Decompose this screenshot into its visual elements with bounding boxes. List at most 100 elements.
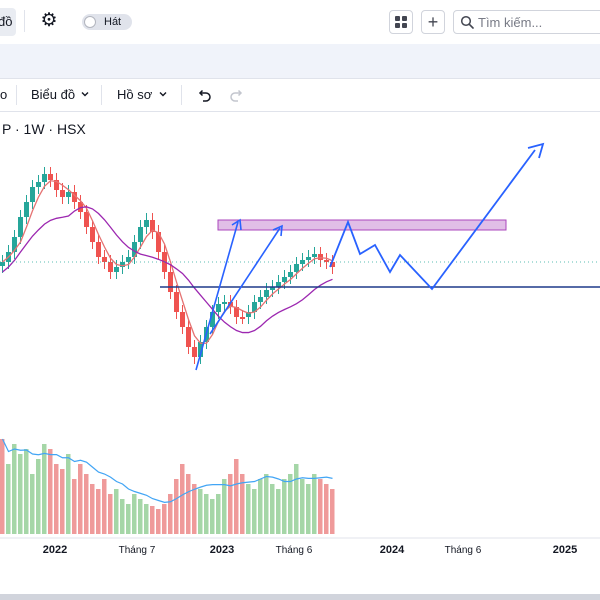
undo-icon[interactable] <box>195 86 213 104</box>
search-box[interactable] <box>453 10 600 34</box>
toolbar-item-partial[interactable]: o <box>0 87 8 102</box>
volume-bar <box>294 464 299 534</box>
volume-bar <box>36 459 41 534</box>
volume-bar <box>300 479 305 534</box>
candle-body <box>84 212 89 227</box>
candle-body <box>210 312 215 327</box>
candle-body <box>78 202 83 212</box>
candle-body <box>18 217 23 237</box>
volume-bar <box>318 479 323 534</box>
candle-body <box>270 287 275 290</box>
ma-slow-line <box>2 206 333 334</box>
price-chart[interactable]: P · 1W · HSX 2022 Tháng 7 2023 Tháng 6 2024 T… <box>0 112 600 568</box>
volume-bar <box>102 479 107 534</box>
profile-menu-label[interactable]: Hồ sơ <box>117 87 153 102</box>
chart-menu-label[interactable]: Biểu đồ <box>31 87 76 102</box>
add-button[interactable]: + <box>421 10 445 34</box>
volume-bar <box>198 489 203 534</box>
volume-bar <box>66 454 71 534</box>
volume-bar <box>156 509 161 534</box>
chevron-down-icon[interactable] <box>158 89 168 99</box>
search-input[interactable] <box>478 13 600 31</box>
volume-bar <box>252 489 257 534</box>
volume-bar <box>186 474 191 534</box>
candle-body <box>126 257 131 262</box>
volume-bar <box>6 464 11 534</box>
candle-body <box>246 312 251 317</box>
candle-body <box>132 242 137 257</box>
candle-body <box>150 220 155 232</box>
volume-bar <box>150 506 155 534</box>
candle-body <box>294 264 299 272</box>
volume-bar <box>234 459 239 534</box>
chart-toolbar: o Biểu đồ Hồ sơ <box>0 79 600 112</box>
volume-bar <box>30 474 35 534</box>
candle-body <box>30 187 35 202</box>
candle-body <box>192 347 197 357</box>
indicator-lines <box>0 180 600 344</box>
time-axis-label: 2024 <box>380 544 405 556</box>
candle-body <box>180 312 185 327</box>
volume-bar <box>306 484 311 534</box>
volume-bar <box>12 444 17 534</box>
time-axis-label: Tháng 7 <box>119 545 156 556</box>
volume-ma-line <box>1 438 333 503</box>
divider <box>181 85 182 105</box>
volume-bar <box>60 469 65 534</box>
candle-body <box>66 192 71 197</box>
top-bar: đồ ⚙ Hát + <box>0 0 600 45</box>
chevron-down-icon[interactable] <box>80 89 90 99</box>
volume-bar <box>246 484 251 534</box>
volume-bar <box>288 474 293 534</box>
candle-body <box>234 307 239 317</box>
time-axis-label: 2025 <box>553 544 577 556</box>
volume-bar <box>270 484 275 534</box>
volume-bar <box>54 464 59 534</box>
volume-bar <box>210 499 215 534</box>
time-axis-label: Tháng 6 <box>445 545 482 556</box>
volume-bar <box>138 499 143 534</box>
volume-bar <box>18 454 23 534</box>
volume-bar <box>168 494 173 534</box>
layout-button[interactable] <box>389 10 413 34</box>
chart-area[interactable]: P · 1W · HSX 2022 Tháng 7 2023 Tháng 6 2024 T… <box>0 112 600 568</box>
candle-body <box>60 190 65 197</box>
volume-bar <box>258 479 263 534</box>
volume-bar <box>0 439 5 534</box>
candle-body <box>252 302 257 312</box>
arrow-head <box>272 224 283 237</box>
candle-body <box>222 302 227 304</box>
redo-icon[interactable] <box>228 86 246 104</box>
volume-bar <box>108 494 113 534</box>
candle-body <box>312 254 317 257</box>
volume-bar <box>180 464 185 534</box>
gear-icon[interactable]: ⚙ <box>40 10 58 31</box>
candle-body <box>90 227 95 242</box>
candle-body <box>330 262 335 267</box>
bottom-scrollbar[interactable] <box>0 594 600 600</box>
volume-bar <box>222 479 227 534</box>
candle-body <box>54 180 59 190</box>
volume-bars <box>0 438 335 534</box>
toggle-label: Hát <box>104 16 122 28</box>
volume-bar <box>330 489 335 534</box>
volume-bar <box>78 464 83 534</box>
candle-body <box>156 232 161 252</box>
volume-bar <box>264 474 269 534</box>
candle-body <box>108 262 113 272</box>
volume-bar <box>132 494 137 534</box>
projection-arrow-head <box>527 142 545 159</box>
resistance-zone <box>217 219 507 231</box>
candle-body <box>114 267 119 272</box>
chart-menu-button-partial[interactable]: đồ <box>0 8 16 36</box>
volume-bar <box>48 449 53 534</box>
layout-grid-icon <box>395 16 407 28</box>
candle-body <box>96 242 101 257</box>
candle-body <box>42 174 47 182</box>
volume-bar <box>96 489 101 534</box>
trend-arrow-line <box>195 221 239 371</box>
candle-body <box>120 262 125 267</box>
volume-bar <box>192 484 197 534</box>
candle-body <box>240 317 245 319</box>
candles <box>0 167 335 364</box>
